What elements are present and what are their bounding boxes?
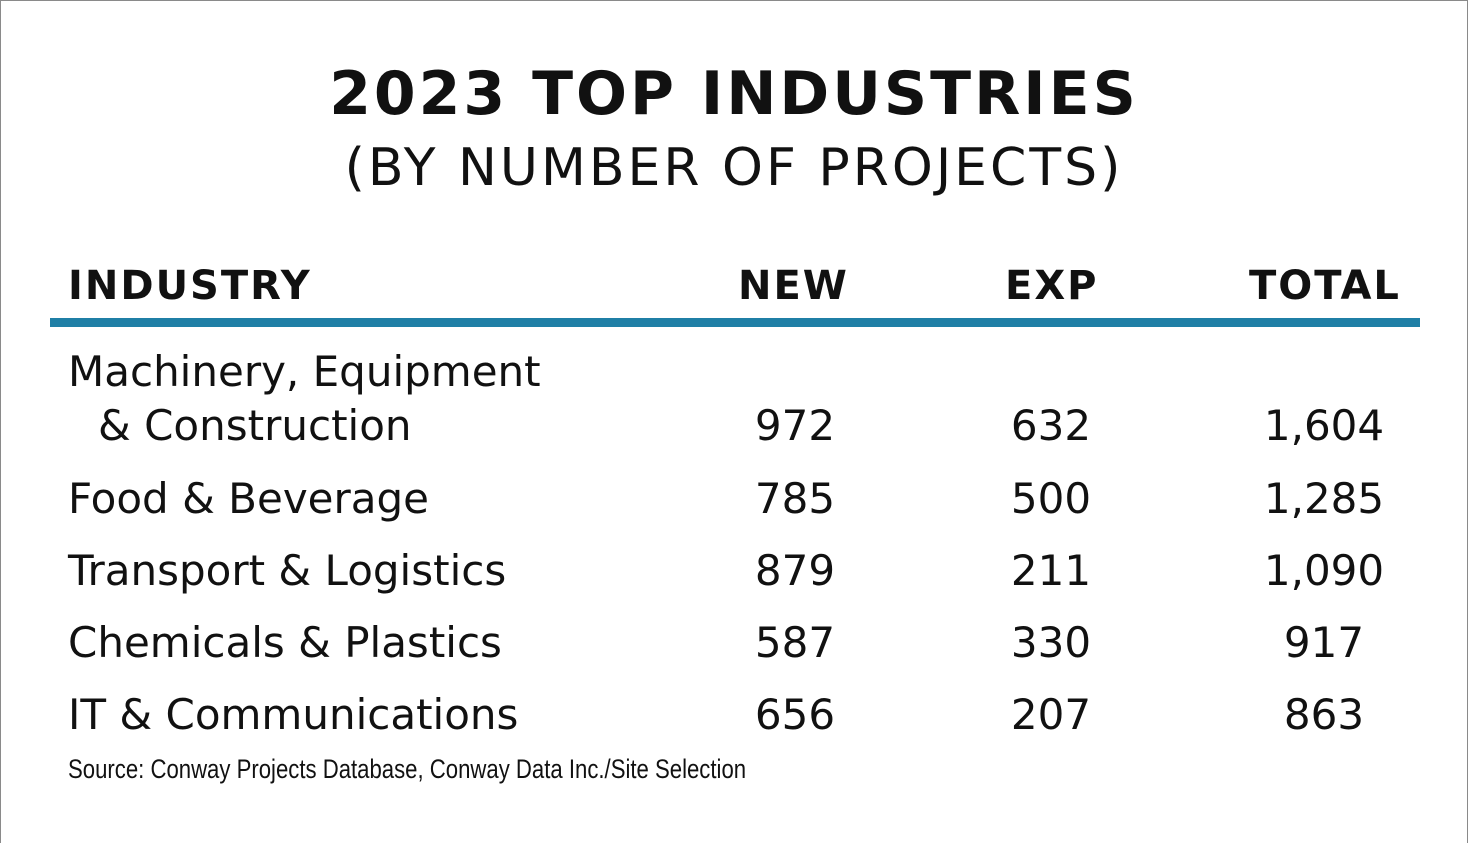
row-2-total: 1,285 bbox=[1263, 474, 1385, 523]
row-4-industry: Chemicals & Plastics bbox=[68, 618, 502, 667]
row-3-total: 1,090 bbox=[1263, 546, 1385, 595]
source-note: Source: Conway Projects Database, Conway… bbox=[68, 754, 747, 784]
row-1-exp: 632 bbox=[1010, 401, 1092, 450]
row-3-industry: Transport & Logistics bbox=[68, 546, 507, 595]
row-4-total: 917 bbox=[1283, 618, 1365, 667]
row-5-new: 656 bbox=[754, 690, 836, 739]
column-header-total: TOTAL bbox=[1249, 263, 1401, 309]
row-3-exp: 211 bbox=[1010, 546, 1092, 595]
row-1-new: 972 bbox=[754, 401, 836, 450]
row-5-industry: IT & Communications bbox=[68, 690, 519, 739]
row-2-exp: 500 bbox=[1010, 474, 1092, 523]
column-header-new: NEW bbox=[738, 263, 849, 309]
row-2-industry: Food & Beverage bbox=[68, 474, 430, 523]
row-1-industry-line2: & Construction bbox=[98, 401, 412, 450]
row-1-industry-line1: Machinery, Equipment bbox=[68, 347, 541, 396]
row-2-new: 785 bbox=[754, 474, 836, 523]
row-4-new: 587 bbox=[754, 618, 836, 667]
row-4-exp: 330 bbox=[1010, 618, 1092, 667]
column-header-industry: INDUSTRY bbox=[68, 263, 312, 309]
header-divider bbox=[50, 318, 1420, 327]
chart-subtitle: (BY NUMBER OF PROJECTS) bbox=[344, 138, 1124, 198]
row-3-new: 879 bbox=[754, 546, 836, 595]
row-5-total: 863 bbox=[1283, 690, 1365, 739]
row-1-total: 1,604 bbox=[1263, 401, 1385, 450]
column-header-exp: EXP bbox=[1005, 263, 1099, 309]
chart-title: 2023 TOP INDUSTRIES bbox=[329, 59, 1139, 129]
row-5-exp: 207 bbox=[1010, 690, 1092, 739]
